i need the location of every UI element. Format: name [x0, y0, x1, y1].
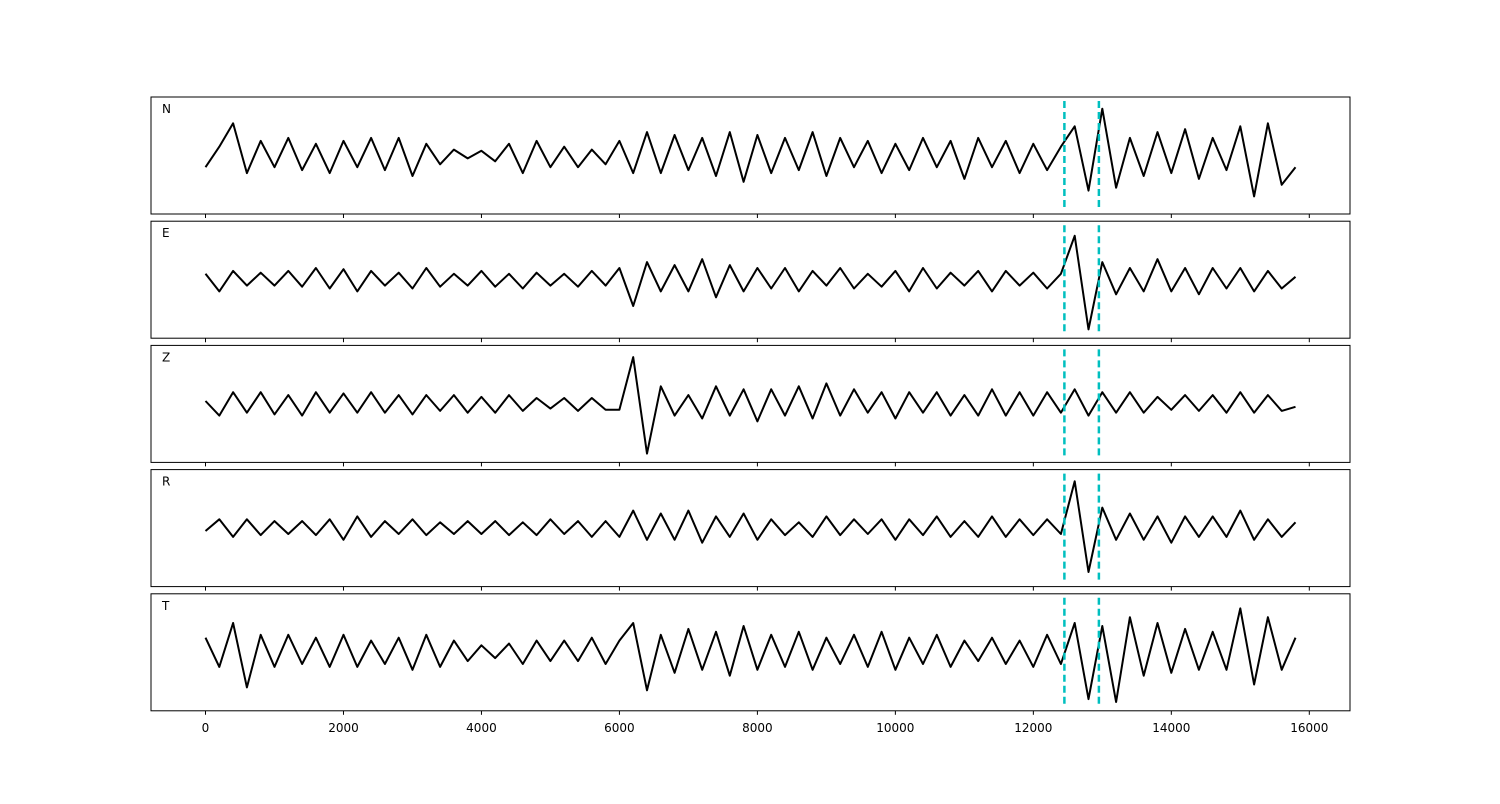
panel-label: N — [162, 102, 171, 116]
x-tick-label: 4000 — [466, 721, 497, 735]
trace — [204, 480, 1297, 573]
panel-frame — [150, 220, 1351, 339]
x-tick-label: 6000 — [604, 721, 635, 735]
trace — [204, 234, 1297, 331]
x-tick-label: 8000 — [742, 721, 773, 735]
x-tick-label: 14000 — [1152, 721, 1190, 735]
panel-label: R — [162, 475, 170, 489]
panel-label: E — [162, 226, 170, 240]
x-tick-label: 12000 — [1014, 721, 1052, 735]
trace — [204, 607, 1297, 703]
panel-label: T — [161, 599, 170, 613]
x-tick-label: 2000 — [328, 721, 359, 735]
trace — [204, 107, 1297, 198]
panel-frame — [150, 344, 1351, 463]
x-tick-label: 16000 — [1290, 721, 1328, 735]
panel-frame — [150, 96, 1351, 215]
x-tick-label: 0 — [202, 721, 210, 735]
panel-label: Z — [162, 350, 170, 364]
panel-frame — [150, 469, 1351, 588]
x-tick-label: 10000 — [876, 721, 914, 735]
trace — [204, 356, 1296, 455]
panel-frame — [150, 593, 1351, 712]
